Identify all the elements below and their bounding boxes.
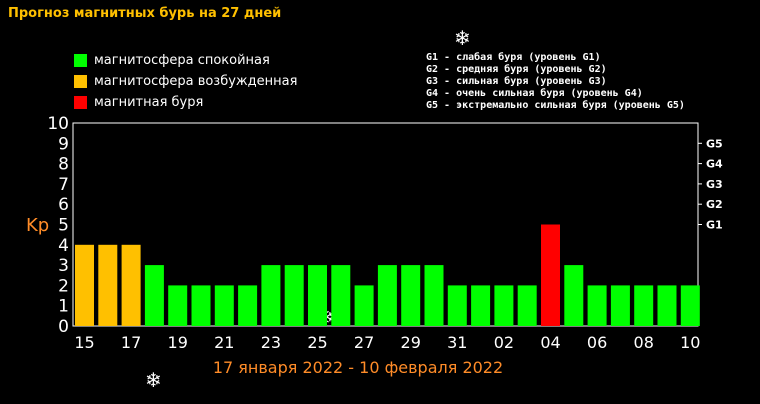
- snowflake-icon: ❄: [454, 26, 471, 50]
- y-tick-label: 2: [58, 276, 69, 296]
- g-legend-g3: G3 - сильная буря (уровень G3): [426, 76, 607, 87]
- x-tick-label: 27: [354, 333, 374, 352]
- legend-swatch-active: [74, 75, 87, 88]
- kp-bar: [541, 224, 560, 326]
- x-tick-label: 21: [214, 333, 234, 352]
- x-tick-label: 31: [447, 333, 467, 352]
- kp-bar: [121, 244, 141, 326]
- kp-bar: [214, 285, 234, 326]
- kp-bar: [424, 265, 444, 326]
- kp-bar: [610, 285, 630, 326]
- g-level-label: G2: [706, 198, 723, 211]
- kp-bar: [657, 285, 677, 326]
- legend-item-quiet: магнитосфера спокойная: [74, 50, 297, 71]
- kp-bar: [680, 285, 700, 326]
- g-legend-g4: G4 - очень сильная буря (уровень G4): [426, 88, 643, 99]
- x-axis-label: 17 января 2022 - 10 февраля 2022: [213, 358, 503, 377]
- legend-swatch-storm: [74, 96, 87, 109]
- y-tick-label: 6: [58, 195, 69, 215]
- y-tick-label: 1: [58, 297, 69, 317]
- x-tick-label: 23: [261, 333, 281, 352]
- g-scale-legend: G1 - слабая буря (уровень G1) G2 - средн…: [426, 52, 685, 112]
- legend-label-quiet: магнитосфера спокойная: [94, 53, 270, 68]
- kp-bar: [471, 285, 491, 326]
- legend-label-active: магнитосфера возбужденная: [94, 74, 298, 89]
- kp-bar: [354, 285, 374, 326]
- x-tick-label: 02: [494, 333, 514, 352]
- y-tick-label: 7: [58, 175, 69, 195]
- legend-label-storm: магнитная буря: [94, 95, 204, 110]
- g-legend-g1: G1 - слабая буря (уровень G1): [426, 52, 601, 63]
- y-tick-label: 8: [58, 155, 69, 175]
- chart-title: Прогноз магнитных бурь на 27 дней: [8, 6, 282, 21]
- legend-item-active: магнитосфера возбужденная: [74, 71, 297, 92]
- kp-bar: [564, 265, 584, 326]
- kp-bar: [261, 265, 281, 326]
- y-tick-label: 0: [58, 317, 69, 337]
- x-tick-label: 29: [401, 333, 421, 352]
- y-tick-label: 9: [58, 134, 69, 154]
- g-level-label: G5: [706, 137, 723, 150]
- y-tick-label: 5: [58, 216, 69, 236]
- kp-bar: [238, 285, 258, 326]
- g-level-label: G4: [706, 158, 723, 171]
- kp-bar: [168, 285, 188, 326]
- kp-bar: [377, 265, 397, 326]
- y-tick-label: 3: [58, 256, 69, 276]
- kp-bar: [308, 265, 327, 326]
- y-tick-label: 10: [47, 114, 69, 134]
- x-tick-label: 19: [168, 333, 188, 352]
- kp-bar: [75, 244, 94, 326]
- legend-swatch-quiet: [74, 54, 87, 67]
- g-level-label: G1: [706, 219, 723, 232]
- snowflake-icon: ❄: [145, 368, 162, 392]
- legend: магнитосфера спокойная магнитосфера возб…: [74, 50, 297, 113]
- kp-bar: [494, 285, 514, 326]
- kp-bar: [634, 285, 654, 326]
- legend-item-storm: магнитная буря: [74, 92, 297, 113]
- kp-bar: [447, 285, 467, 326]
- g-legend-g5: G5 - экстремально сильная буря (уровень …: [426, 100, 685, 111]
- g-level-label: G3: [706, 178, 723, 191]
- x-tick-label: 04: [540, 333, 560, 352]
- kp-bar: [191, 285, 211, 326]
- x-tick-label: 17: [121, 333, 141, 352]
- x-tick-label: 08: [634, 333, 654, 352]
- x-tick-label: 25: [307, 333, 327, 352]
- y-tick-label: 4: [58, 236, 69, 256]
- kp-bar: [331, 265, 351, 326]
- g-legend-g2: G2 - средняя буря (уровень G2): [426, 64, 607, 75]
- kp-bar: [587, 285, 607, 326]
- kp-bar: [284, 265, 304, 326]
- kp-bar: [98, 244, 118, 326]
- x-tick-label: 10: [680, 333, 700, 352]
- kp-bar: [517, 285, 537, 326]
- kp-bar: [401, 265, 421, 326]
- x-tick-label: 06: [587, 333, 607, 352]
- y-axis-label: Kp: [26, 215, 49, 236]
- x-tick-label: 15: [74, 333, 94, 352]
- kp-bar: [144, 265, 164, 326]
